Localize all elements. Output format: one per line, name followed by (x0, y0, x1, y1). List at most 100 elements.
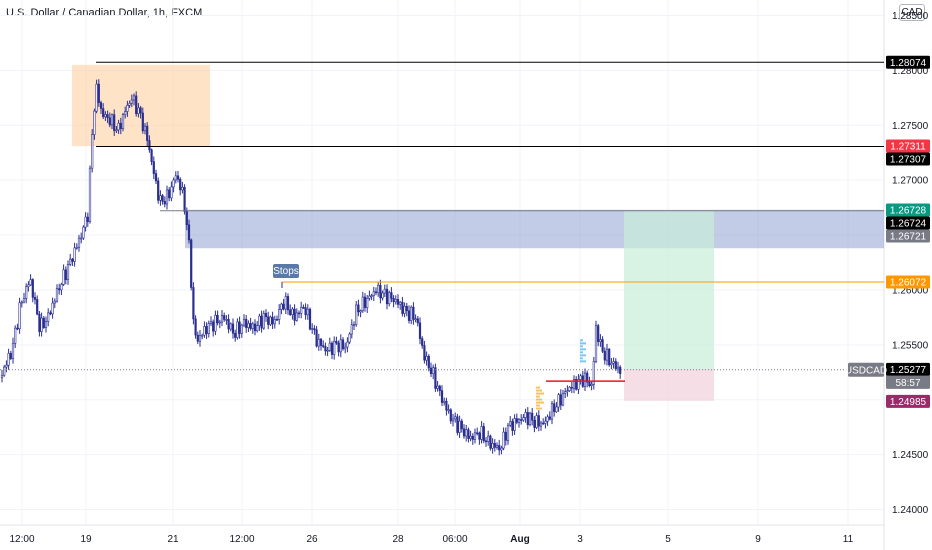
candle-body (14, 327, 17, 344)
candle-body (319, 338, 323, 346)
candle-body (546, 416, 549, 422)
candle-body (315, 329, 318, 347)
currency-label: CAD (901, 7, 923, 18)
candle-body (108, 117, 111, 126)
candle-body (150, 149, 153, 162)
candle-body (247, 323, 250, 328)
zones (72, 64, 884, 401)
candle-body (291, 308, 294, 315)
candle-body (196, 334, 199, 342)
candle-body (478, 432, 481, 440)
candle-body (495, 445, 499, 448)
candle-body (229, 323, 232, 330)
price-tag (886, 55, 930, 69)
candle-body (159, 195, 162, 201)
candle-body (121, 114, 125, 129)
candle-body (304, 307, 307, 316)
candle-body (264, 313, 268, 318)
candle-body (597, 325, 600, 342)
candle-body (306, 308, 309, 316)
candle-body (135, 95, 138, 115)
candle-body (260, 315, 263, 329)
candle-body (170, 186, 173, 199)
price-tag-label: 1.25277 (890, 365, 927, 376)
overlays: Stops (0, 61, 884, 410)
candle-body (605, 348, 609, 361)
candle-body (16, 327, 19, 330)
candle-body (218, 321, 221, 324)
candle-body (548, 416, 551, 420)
candle-body (95, 83, 98, 112)
chart-title: U.S. Dollar / Canadian Dollar, 1h, FXCM (6, 7, 203, 19)
price-tag-label: 1.26721 (890, 232, 927, 243)
candle-body (27, 284, 30, 288)
zone-stop (624, 368, 714, 401)
candle-body (88, 167, 92, 222)
candle-body (616, 366, 620, 370)
x-tick-label: Aug (510, 534, 529, 545)
candle-body (590, 384, 593, 387)
countdown-label: 58:57 (895, 378, 920, 389)
candle-body (480, 426, 483, 440)
candle-body (515, 418, 518, 423)
candle-body (454, 416, 457, 420)
candle-body (190, 239, 193, 288)
price-axis[interactable]: 1.240001.245001.250001.255001.260001.265… (892, 11, 929, 516)
candle-body (93, 110, 96, 135)
candle-body (3, 366, 6, 376)
candle-body (537, 415, 540, 427)
candle-body (568, 386, 571, 391)
volume-profile-bar (536, 407, 542, 410)
candle-body (154, 173, 158, 182)
candle-body (51, 302, 54, 315)
candle-body (566, 390, 569, 393)
candle-body (344, 346, 347, 350)
candle-body (322, 345, 325, 347)
candle-body (368, 295, 371, 299)
y-tick-label: 1.27500 (892, 121, 929, 132)
candle-body (467, 429, 470, 439)
volume-profile-bar (580, 345, 583, 348)
candle-body (493, 442, 496, 448)
candle-body (575, 379, 578, 390)
candle-body (163, 201, 166, 205)
y-tick-label: 1.25500 (892, 340, 929, 351)
candle-body (236, 321, 239, 338)
candle-body (212, 321, 215, 332)
candle-body (172, 179, 175, 188)
x-tick-label: 5 (665, 534, 671, 545)
candle-body (20, 301, 23, 304)
candle-body (509, 421, 512, 426)
candle-body (539, 422, 543, 427)
candle-body (542, 422, 545, 425)
candle-body (414, 318, 417, 321)
candle-body (75, 246, 78, 249)
candle-body (594, 325, 598, 362)
price-tag (886, 216, 930, 230)
candle-body (194, 318, 197, 336)
candle-body (500, 447, 503, 451)
volume-profile-bar (536, 404, 540, 407)
candle-body (179, 178, 182, 191)
candle-body (341, 339, 345, 350)
stops-annotation-label: Stops (273, 266, 299, 277)
candle-body (399, 301, 402, 305)
currency-button[interactable]: CAD (899, 4, 925, 21)
candle-body (207, 323, 210, 334)
price-tag-label: 1.28074 (890, 58, 927, 69)
volume-profile-bar (580, 348, 586, 351)
volume-profile-bar (536, 389, 542, 392)
candle-body (421, 338, 424, 346)
candle-body (443, 400, 446, 403)
price-tag (886, 203, 930, 217)
candle-body (484, 440, 488, 443)
candle-body (227, 319, 230, 330)
time-axis[interactable]: 12:00 19 21 12:00 26 28 06:00 Aug 3 5 9 11 (9, 534, 853, 545)
candle-body (506, 424, 510, 441)
candle-body (374, 291, 378, 294)
candle-body (366, 298, 369, 308)
candle-body (561, 392, 565, 406)
candle-body (465, 429, 468, 437)
candle-body (5, 364, 8, 368)
